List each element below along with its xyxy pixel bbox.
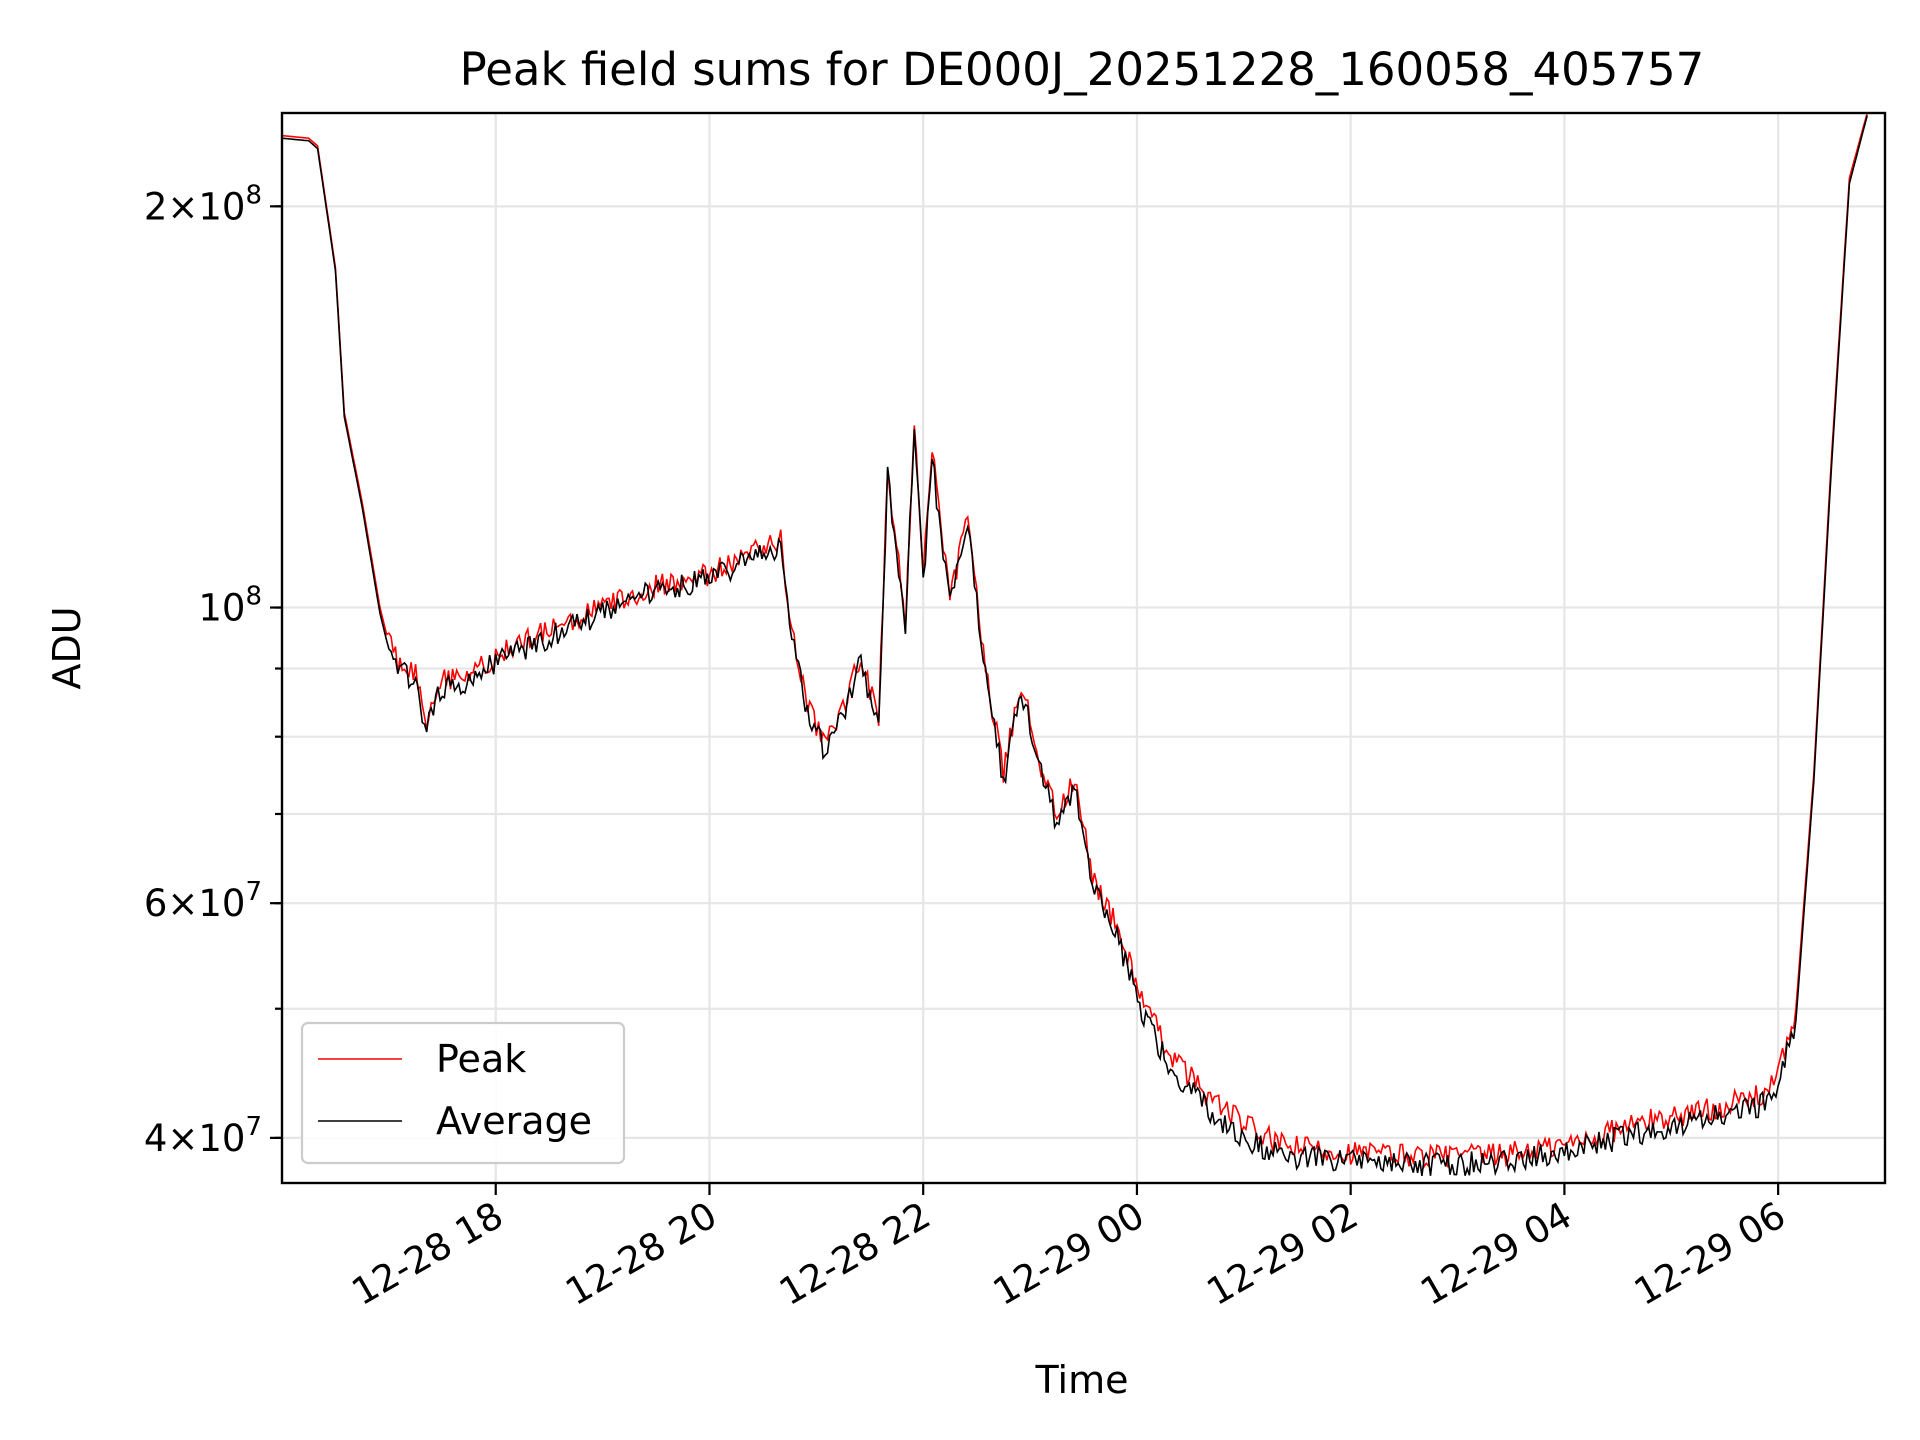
legend-label-average: Average	[436, 1099, 592, 1143]
legend-label-peak: Peak	[436, 1037, 526, 1081]
y-tick-label: 2×108	[144, 180, 262, 228]
legend-box	[300, 1021, 626, 1165]
y-tick-label: 4×107	[144, 1112, 262, 1160]
y-axis-ticks: 2×108 108 6×107 4×107	[144, 180, 282, 1160]
x-tick-label: 12-29 00	[986, 1194, 1152, 1314]
x-tick-label: 12-28 20	[558, 1194, 724, 1314]
chart-title: Peak field sums for DE000J_20251228_1600…	[460, 43, 1705, 96]
plot-frame	[280, 111, 1887, 1185]
x-tick-label: 12-29 02	[1200, 1194, 1366, 1314]
y-tick-label: 108	[198, 582, 262, 630]
x-axis-label: Time	[1035, 1358, 1129, 1402]
legend: Peak Average	[300, 1021, 626, 1165]
x-tick-label: 12-28 18	[345, 1194, 511, 1314]
x-tick-label: 12-29 04	[1413, 1194, 1579, 1314]
x-axis-ticks: 12-28 18 12-28 20 12-28 22 12-29 00 12-29 02…	[345, 1183, 1793, 1314]
plot-lines	[282, 113, 1868, 1177]
series-line-average	[282, 115, 1868, 1177]
x-tick-label: 12-28 22	[772, 1194, 938, 1314]
grid	[282, 113, 1885, 1183]
x-tick-label: 12-29 06	[1627, 1194, 1793, 1314]
y-axis-label: ADU	[45, 606, 89, 689]
y-tick-label: 6×107	[144, 877, 262, 925]
